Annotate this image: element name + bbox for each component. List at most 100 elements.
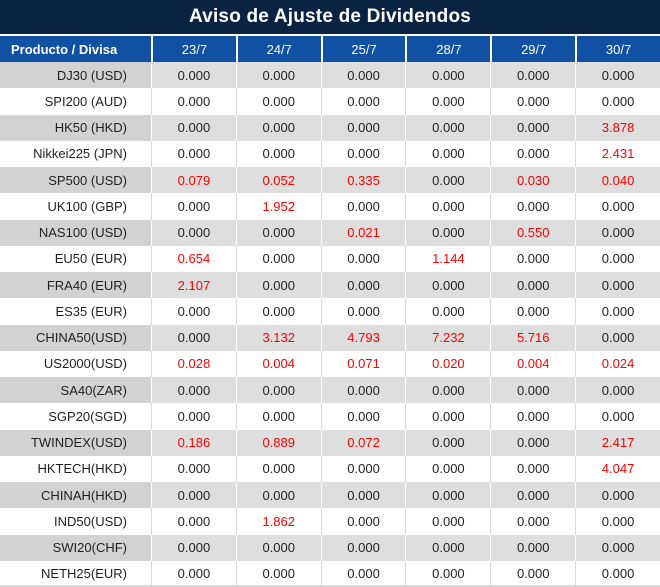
value-cell: 0.000 [320,62,406,89]
column-header-date: 24/7 [235,36,321,62]
value-cell: 0.000 [575,272,660,299]
value-cell: 0.000 [320,534,406,561]
value-cell: 0.000 [235,88,321,115]
value-cell: 0.000 [320,508,406,535]
value-cell: 0.000 [235,298,321,325]
value-cell: 0.000 [235,219,321,246]
value-cell: 0.000 [235,245,321,272]
value-cell: 0.000 [405,455,490,482]
value-cell: 2.417 [575,429,660,456]
value-cell: 0.000 [405,140,490,167]
value-cell: 0.000 [575,298,660,325]
value-cell: 0.000 [320,272,406,299]
value-cell: 0.052 [235,167,321,194]
value-cell: 0.004 [235,350,321,377]
product-cell: IND50(USD) [54,513,127,529]
value-cell: 0.000 [235,534,321,561]
value-cell: 0.000 [320,140,406,167]
value-cell: 0.000 [151,455,236,482]
value-cell: 0.000 [490,298,575,325]
value-cell: 0.000 [575,560,660,585]
value-cell: 0.000 [151,88,236,115]
value-cell: 0.000 [490,245,575,272]
value-cell: 0.000 [575,377,660,404]
value-cell: 0.000 [405,403,490,430]
value-cell: 0.000 [490,62,575,89]
value-cell: 0.000 [575,193,660,220]
value-cell: 0.000 [575,245,660,272]
table-row: CHINA50(USD) 0.000 3.132 4.793 7.232 5.716 0.0… [0,324,660,351]
value-cell: 0.004 [490,350,575,377]
value-cell: 0.000 [235,377,321,404]
value-cell: 0.000 [405,298,490,325]
table-row: US2000(USD) 0.028 0.004 0.071 0.020 0.004 0.02… [0,350,660,377]
value-cell: 0.000 [151,298,236,325]
value-cell: 0.000 [405,377,490,404]
value-cell: 3.878 [575,114,660,141]
value-cell: 1.952 [235,193,321,220]
table-row: SPI200 (AUD) 0.000 0.000 0.000 0.000 0.000 0.0… [0,88,660,115]
value-cell: 2.431 [575,140,660,167]
value-cell: 0.000 [405,62,490,89]
table-row: HKTECH(HKD) 0.000 0.000 0.000 0.000 0.000 4.04… [0,455,660,482]
value-cell: 0.000 [405,114,490,141]
value-cell: 0.000 [235,482,321,509]
value-cell: 5.716 [490,324,575,351]
value-cell: 0.000 [575,219,660,246]
value-cell: 0.000 [490,114,575,141]
table-row: IND50(USD) 0.000 1.862 0.000 0.000 0.000 0.000 [0,508,660,535]
table-row: FRA40 (EUR) 2.107 0.000 0.000 0.000 0.000 0.00… [0,272,660,299]
column-header-date: 29/7 [490,36,575,62]
value-cell: 4.793 [320,324,406,351]
product-cell: SGP20(SGD) [48,408,127,424]
value-cell: 0.020 [405,350,490,377]
value-cell: 0.024 [575,350,660,377]
value-cell: 0.550 [490,219,575,246]
value-cell: 0.000 [151,324,236,351]
value-cell: 4.047 [575,455,660,482]
value-cell: 0.000 [235,140,321,167]
column-header-product: Producto / Divisa [11,41,118,57]
value-cell: 0.000 [151,560,236,585]
value-cell: 0.000 [235,455,321,482]
column-header-date: 28/7 [405,36,490,62]
value-cell: 0.079 [151,167,236,194]
value-cell: 0.000 [405,429,490,456]
value-cell: 0.000 [490,429,575,456]
table-row: TWINDEX(USD) 0.186 0.889 0.072 0.000 0.000 2.4… [0,429,660,456]
table-row: DJ30 (USD) 0.000 0.000 0.000 0.000 0.000 0.000 [0,62,660,89]
table-row: SGP20(SGD) 0.000 0.000 0.000 0.000 0.000 0.000 [0,403,660,430]
value-cell: 0.000 [235,272,321,299]
value-cell: 0.000 [320,482,406,509]
value-cell: 0.000 [490,534,575,561]
value-cell: 0.000 [235,560,321,585]
product-cell: DJ30 (USD) [0,62,151,89]
value-cell: 0.000 [575,482,660,509]
value-cell: 0.000 [235,114,321,141]
table-header-row: Producto / Divisa 23/7 24/7 25/7 28/7 29/7 30… [0,36,660,62]
product-cell: US2000(USD) [43,356,127,372]
product-cell: SWI20(CHF) [0,534,151,561]
value-cell: 0.000 [405,167,490,194]
value-cell: 0.000 [490,560,575,585]
table-row: SP500 (USD) 0.079 0.052 0.335 0.000 0.030 0.04… [0,167,660,194]
column-header-date: 23/7 [151,36,236,62]
table-row: SWI20(CHF) 0.000 0.000 0.000 0.000 0.000 0.000 [0,534,660,561]
value-cell: 0.000 [575,62,660,89]
value-cell: 0.000 [320,403,406,430]
value-cell: 0.040 [575,167,660,194]
product-cell: SP500 (USD) [0,167,151,194]
product-cell: SPI200 (AUD) [44,93,127,109]
value-cell: 0.000 [151,377,236,404]
table-row: EU50 (EUR) 0.654 0.000 0.000 1.144 0.000 0.000 [0,245,660,272]
value-cell: 0.000 [151,140,236,167]
product-cell: TWINDEX(USD) [0,429,151,456]
value-cell: 0.000 [490,272,575,299]
value-cell: 0.000 [575,324,660,351]
value-cell: 0.000 [405,534,490,561]
value-cell: 0.186 [151,429,236,456]
table-row: SA40(ZAR) 0.000 0.000 0.000 0.000 0.000 0.000 [0,377,660,404]
table-row: NAS100 (USD) 0.000 0.000 0.021 0.000 0.550 0.0… [0,219,660,246]
product-cell: CHINAH(HKD) [0,482,151,509]
